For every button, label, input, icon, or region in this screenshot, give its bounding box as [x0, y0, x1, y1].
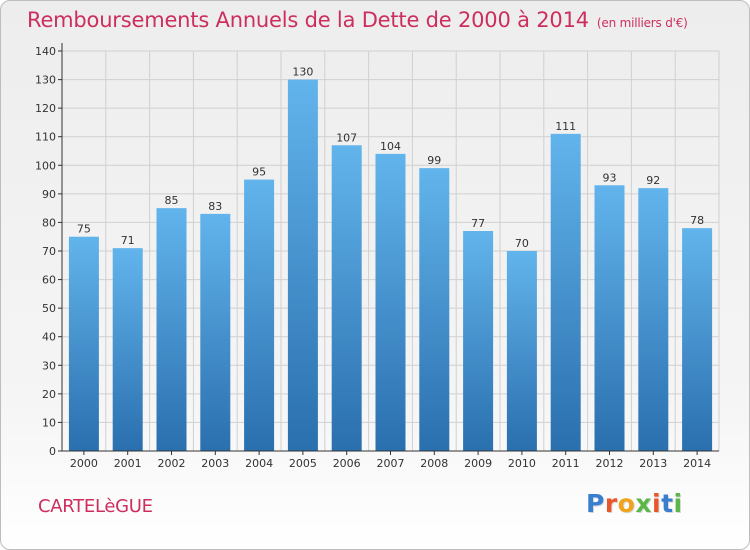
data-label: 75 — [77, 223, 91, 236]
y-tick-label: 100 — [35, 159, 56, 172]
y-tick-label: 40 — [42, 331, 56, 344]
bar — [287, 79, 318, 452]
x-tick-label: 2014 — [683, 457, 711, 470]
data-label: 93 — [603, 171, 617, 184]
bar — [68, 236, 99, 451]
data-label: 85 — [165, 194, 179, 207]
y-tick-label: 0 — [49, 445, 56, 458]
data-label: 78 — [690, 214, 704, 227]
x-tick-label: 2007 — [377, 457, 405, 470]
x-tick-label: 2010 — [508, 457, 536, 470]
bar — [331, 145, 362, 452]
bar — [112, 248, 143, 451]
y-tick-label: 60 — [42, 274, 56, 287]
y-tick-label: 20 — [42, 388, 56, 401]
data-label: 107 — [336, 131, 357, 144]
y-tick-label: 120 — [35, 102, 56, 115]
bar — [463, 231, 494, 451]
chart-unit: (en milliers d'€) — [596, 16, 688, 30]
bar — [375, 153, 406, 451]
data-label: 70 — [515, 237, 529, 250]
labels: 0 10 20 30 40 50 60 70 80 90 100 110 120 130 140 75 2000… — [35, 45, 711, 470]
bar — [506, 251, 537, 451]
x-tick-label: 2011 — [552, 457, 580, 470]
data-label: 111 — [555, 120, 576, 133]
logo-letter: i — [673, 489, 683, 518]
data-label: 92 — [646, 174, 660, 187]
y-tick-label: 140 — [35, 45, 56, 58]
data-label: 130 — [292, 66, 313, 79]
bar — [638, 188, 669, 451]
data-label: 95 — [252, 166, 266, 179]
x-tick-label: 2001 — [114, 457, 142, 470]
x-tick-label: 2012 — [596, 457, 624, 470]
bar — [200, 213, 231, 451]
data-label: 77 — [471, 217, 485, 230]
logo-letter: t — [661, 489, 674, 518]
data-label: 99 — [427, 154, 441, 167]
logo-letter: i — [652, 489, 662, 518]
bar — [682, 228, 713, 451]
x-tick-label: 2013 — [639, 457, 667, 470]
y-tick-label: 10 — [42, 416, 56, 429]
data-label: 83 — [208, 200, 222, 213]
chart-title: Remboursements Annuels de la Dette de 20… — [27, 8, 688, 32]
x-tick-label: 2005 — [289, 457, 317, 470]
proxiti-logo: Proxiti — [586, 489, 683, 518]
y-tick-label: 130 — [35, 74, 56, 87]
bar — [244, 179, 275, 452]
axes — [58, 43, 719, 455]
logo-letter: r — [604, 489, 618, 518]
bar — [594, 185, 625, 452]
x-tick-label: 2002 — [158, 457, 186, 470]
bar — [156, 208, 187, 451]
logo-letter: x — [635, 489, 652, 518]
bars — [68, 79, 713, 452]
y-tick-label: 70 — [42, 245, 56, 258]
bar — [419, 168, 450, 451]
data-label: 104 — [380, 140, 401, 153]
x-tick-label: 2004 — [245, 457, 273, 470]
x-tick-label: 2003 — [201, 457, 229, 470]
x-tick-label: 2000 — [70, 457, 98, 470]
data-label: 71 — [121, 234, 135, 247]
x-tick-label: 2006 — [333, 457, 361, 470]
y-tick-label: 50 — [42, 302, 56, 315]
y-tick-label: 80 — [42, 216, 56, 229]
logo-letter: P — [586, 489, 605, 518]
y-tick-label: 30 — [42, 359, 56, 372]
chart-title-text: Remboursements Annuels de la Dette de 20… — [27, 8, 589, 32]
y-tick-label: 90 — [42, 188, 56, 201]
logo-letter: o — [617, 489, 636, 518]
y-tick-label: 110 — [35, 131, 56, 144]
x-tick-label: 2008 — [420, 457, 448, 470]
commune-name: CARTELèGUE — [38, 496, 153, 517]
bar — [550, 133, 581, 451]
x-tick-label: 2009 — [464, 457, 492, 470]
